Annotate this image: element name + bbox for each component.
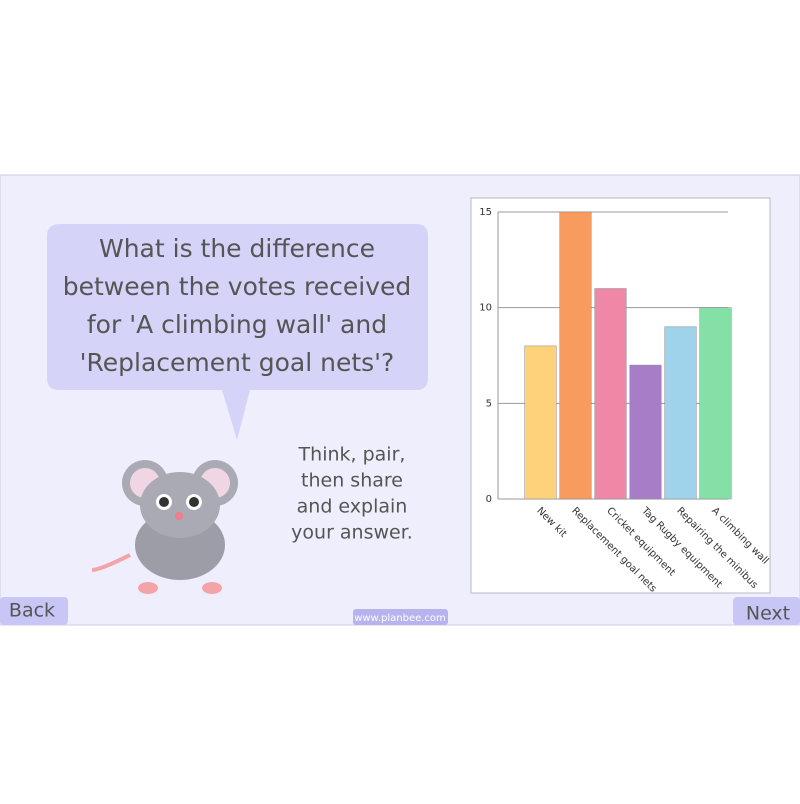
question-line: What is the difference [99, 234, 375, 263]
question-line: 'Replacement goal nets'? [80, 348, 395, 377]
speech-bubble [47, 224, 428, 440]
question: What is the difference between the votes … [63, 234, 412, 377]
y-tick-label: 15 [479, 207, 492, 218]
next-button[interactable] [733, 597, 800, 625]
back-button[interactable] [0, 597, 68, 625]
bar [559, 211, 592, 500]
question-line: between the votes received [63, 272, 412, 301]
prompt-line: then share [301, 470, 403, 492]
next-label[interactable]: Next [746, 603, 790, 625]
prompt: Think, pair, then share and explain your an… [291, 444, 413, 544]
bar [664, 326, 697, 500]
bar [629, 364, 662, 500]
y-tick-label: 0 [486, 494, 492, 505]
back-label[interactable]: Back [9, 600, 55, 622]
mouse [91, 460, 238, 594]
bar [594, 288, 627, 500]
bar [524, 345, 557, 500]
prompt-line: and explain [297, 496, 408, 518]
y-tick-label: 10 [479, 303, 492, 314]
question-line: for 'A climbing wall' and [87, 310, 387, 339]
footer-badge [353, 609, 448, 625]
prompt-line: your answer. [291, 522, 413, 544]
footer[interactable]: www.planbee.com [354, 613, 446, 624]
y-tick-label: 5 [486, 398, 492, 409]
bar [699, 307, 732, 500]
prompt-line: Think, pair, [298, 444, 406, 466]
